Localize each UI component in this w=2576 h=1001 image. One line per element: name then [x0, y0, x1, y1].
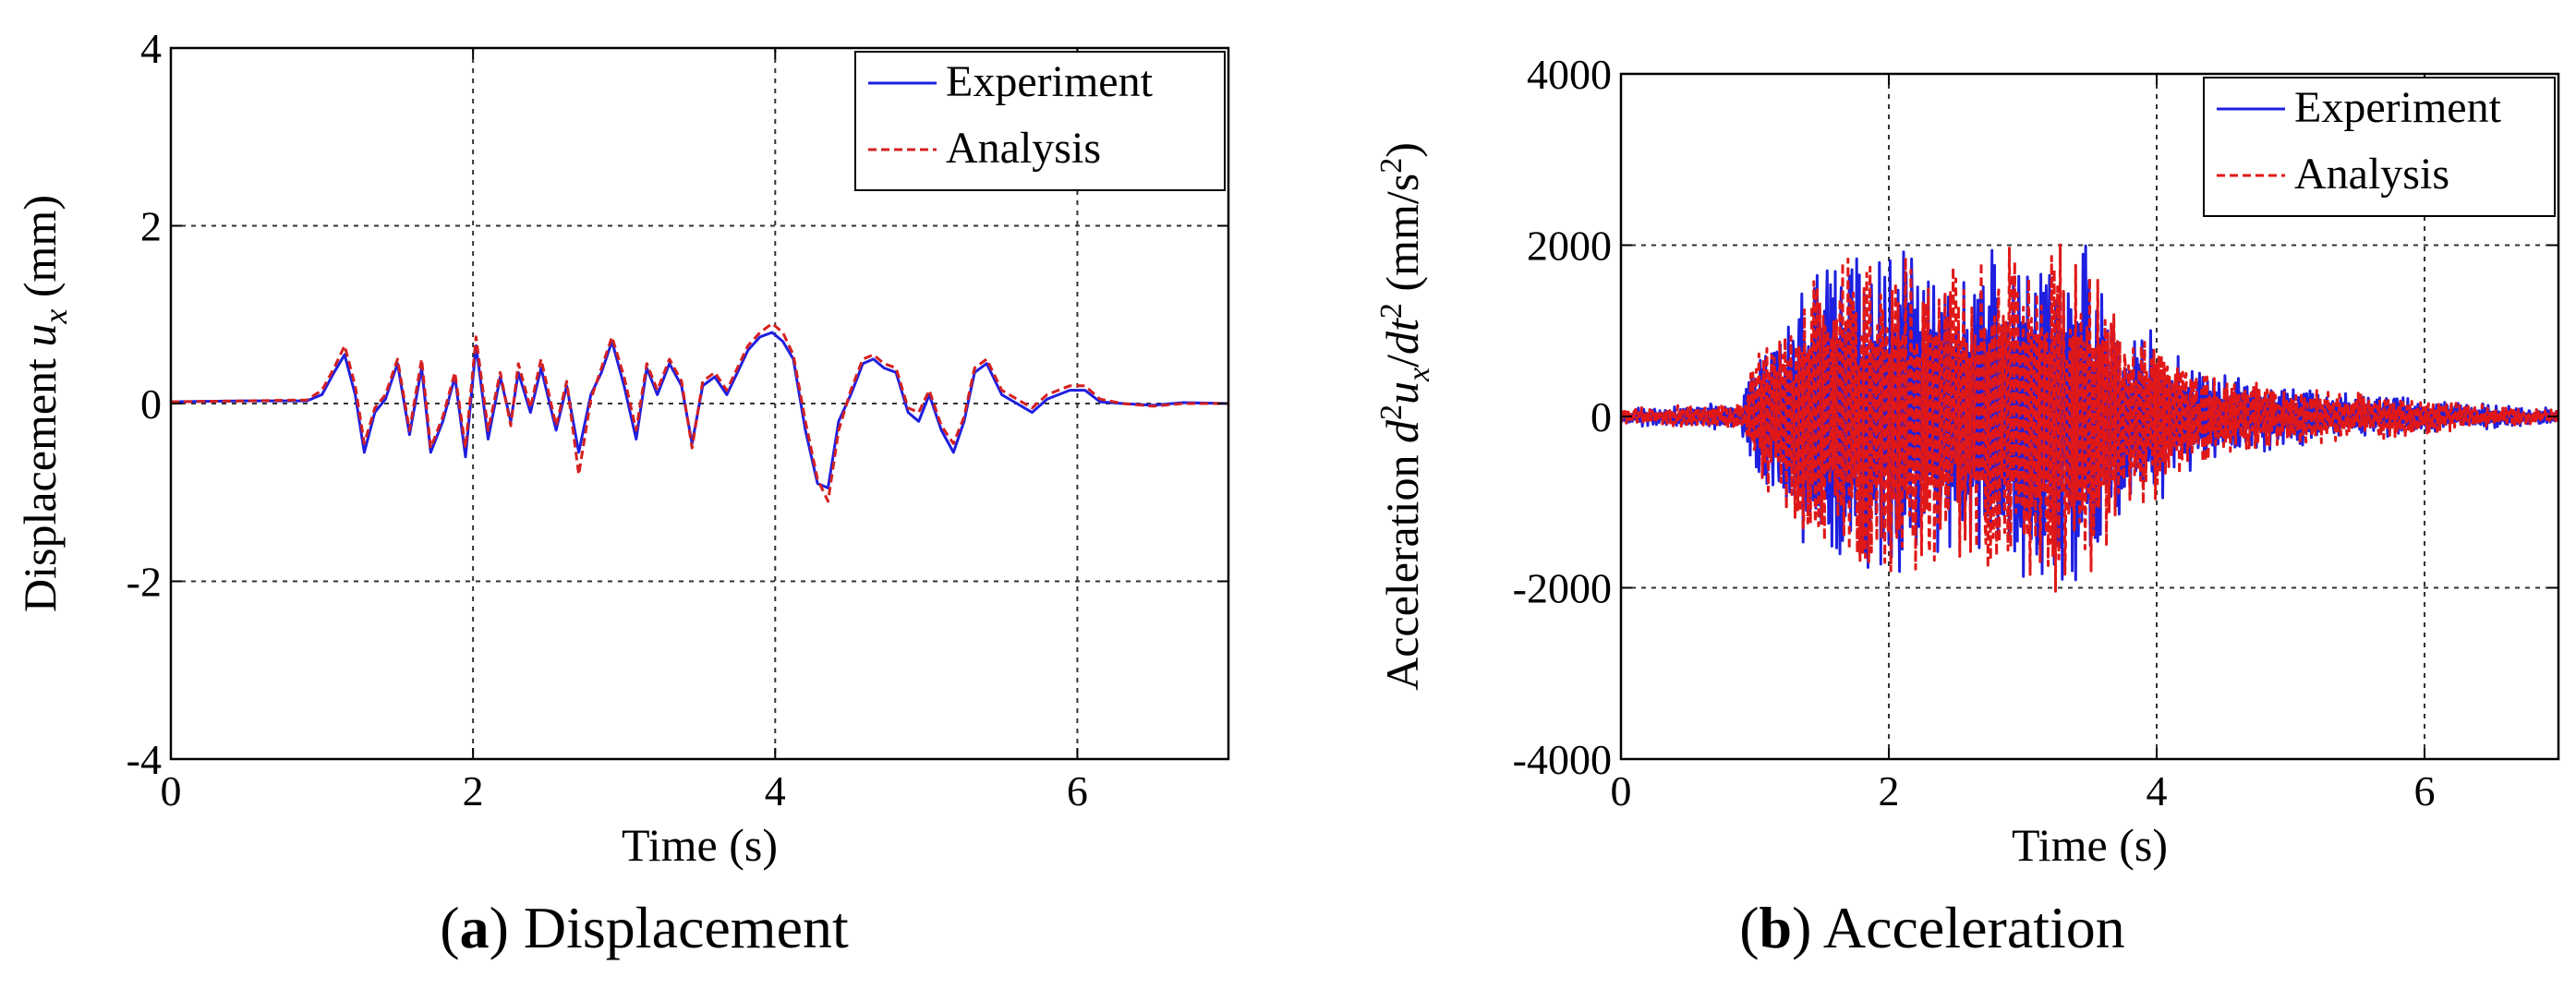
y-tick-label: 2 [140, 203, 162, 250]
legend-label-experiment: Experiment [2294, 83, 2502, 132]
x-axis-label: Time (s) [2012, 819, 2168, 871]
displacement-chart: 0 2 4 6 -4 -2 0 2 4 Time (s) Displacement ux (mm) E… [14, 25, 1230, 871]
caption-letter: b [1759, 895, 1793, 960]
x-tick-label: 4 [2147, 767, 2168, 814]
x-tick-label: 2 [463, 767, 484, 814]
y-tick-label: -2000 [1513, 565, 1612, 612]
caption-letter: a [459, 895, 490, 960]
series-line-analysis [171, 321, 1228, 503]
x-tick-label: 0 [1611, 767, 1632, 814]
caption-displacement: (a) Displacement [440, 895, 849, 960]
x-tick-label: 0 [161, 767, 182, 814]
y-tick-label: 2000 [1527, 223, 1612, 270]
x-tick-label: 6 [1067, 767, 1088, 814]
y-axis-label: Acceleration d2ux/dt2 (mm/s2) [1374, 142, 1436, 691]
legend-label-analysis: Analysis [2294, 150, 2449, 199]
x-axis-label: Time (s) [622, 819, 778, 871]
y-tick-label: 4000 [1527, 51, 1612, 98]
y-tick-label: -2 [127, 559, 162, 606]
legend-label-experiment: Experiment [946, 57, 1154, 106]
legend-label-analysis: Analysis [946, 124, 1101, 173]
caption-text: Acceleration [1811, 895, 2125, 960]
x-tick-label: 2 [1879, 767, 1900, 814]
y-tick-label: 0 [1590, 393, 1612, 440]
y-tick-label: -4000 [1513, 736, 1612, 783]
y-tick-label: -4 [127, 736, 162, 783]
caption-text: Displacement [508, 895, 849, 960]
legend [854, 51, 1226, 191]
y-tick-label: 0 [140, 380, 162, 428]
caption-acceleration: (b) Acceleration [1739, 895, 2125, 960]
y-tick-label: 4 [140, 25, 162, 72]
series-line-analysis [1621, 243, 2558, 593]
x-tick-label: 6 [2414, 767, 2436, 814]
x-tick-label: 4 [765, 767, 786, 814]
panel-acceleration: 0 2 4 6 -4000 -2000 0 2000 4000 Time (s) Accelerat… [1288, 0, 2576, 1001]
y-axis-label: Displacement ux (mm) [14, 195, 74, 612]
legend [2203, 77, 2556, 217]
acceleration-chart: 0 2 4 6 -4000 -2000 0 2000 4000 Time (s) Accelerat… [1374, 51, 2560, 871]
panel-displacement: 0 2 4 6 -4 -2 0 2 4 Time (s) Displacement ux (mm) E… [14, 25, 1230, 960]
